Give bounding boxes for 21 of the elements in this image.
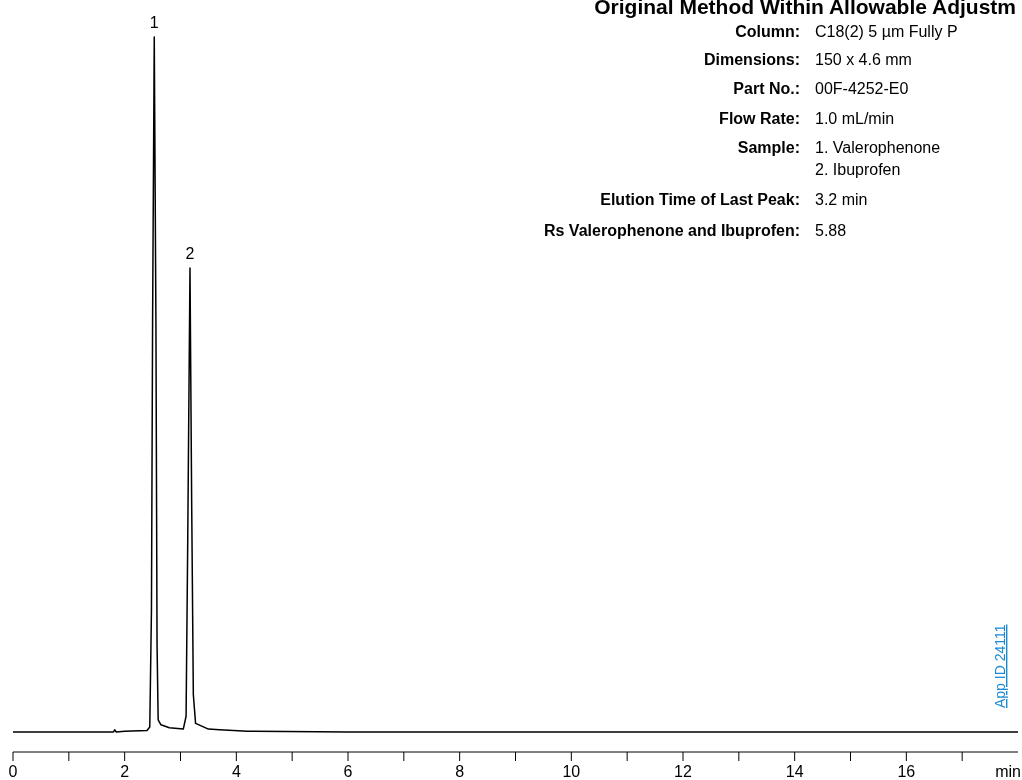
- x-tick-label: 16: [897, 763, 916, 780]
- annotation: Sample: 1. Valerophenone: [737, 139, 941, 156]
- annotation: 2: [185, 244, 195, 262]
- annotation: Part No.: 00F-4252-E0: [733, 80, 909, 97]
- x-tick-label: 6: [343, 763, 353, 780]
- annotation: App ID 24111: [992, 624, 1008, 708]
- x-axis-title: min: [995, 763, 1021, 780]
- x-tick-label: 2: [120, 763, 130, 780]
- annotation: Dimensions: 150 x 4.6 mm: [703, 51, 912, 68]
- annotation: Elution Time of Last Peak: 3.2 min: [600, 191, 868, 208]
- x-tick-label: 10: [562, 763, 581, 780]
- x-tick-label: 4: [231, 763, 241, 780]
- annotation: Rs Valerophenone and Ibuprofen: 5.88: [543, 222, 847, 239]
- x-tick-label: 0: [8, 763, 18, 780]
- x-tick-label: 8: [455, 763, 465, 780]
- annotation: 2. Ibuprofen: [815, 161, 901, 178]
- x-tick-label: 12: [674, 763, 692, 780]
- annotation: Flow Rate: 1.0 mL/min: [719, 110, 895, 127]
- annotation: Column: C18(2) 5 µm Fully P: [735, 23, 958, 40]
- x-tick-label: 14: [785, 763, 804, 780]
- annotation: 1: [149, 14, 159, 31]
